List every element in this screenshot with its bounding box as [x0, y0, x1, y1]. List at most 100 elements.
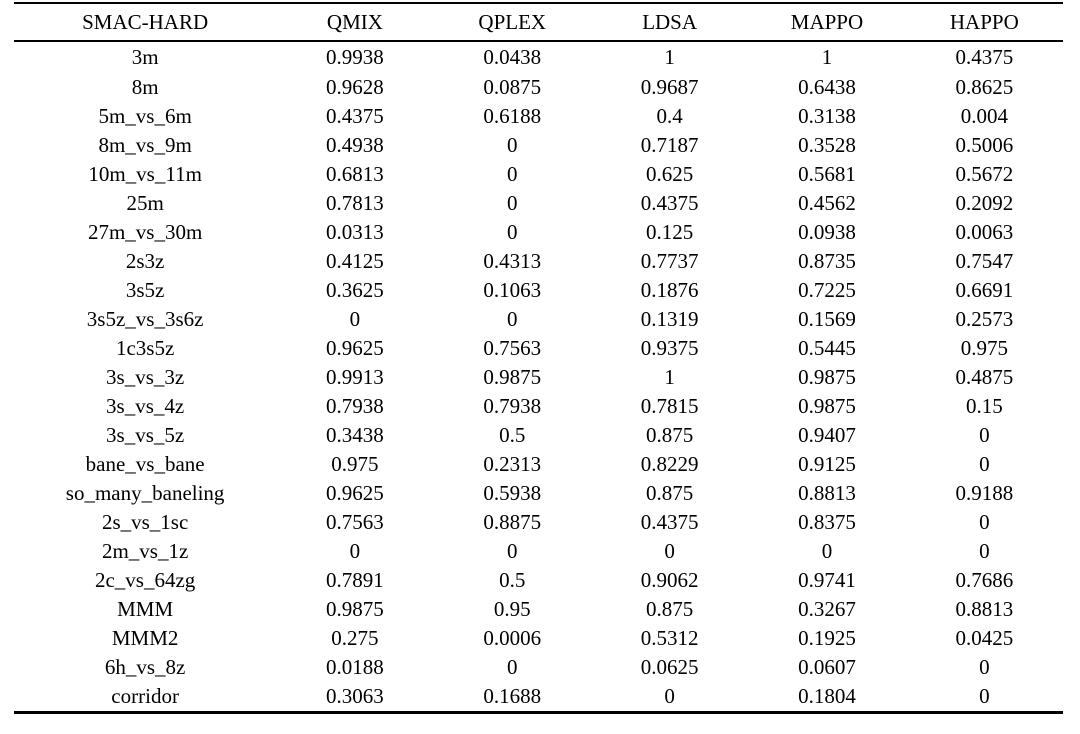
value-cell: 0 [979, 423, 990, 447]
header-row: SMAC-HARD QMIX QPLEX LDSA MAPPO HAPPO [14, 3, 1063, 41]
value-cell: 0.1569 [798, 307, 856, 331]
table-body: 3m 0.9938 0.0438 1 1 0.4375 8m 0.9628 0.0875 0.96… [14, 41, 1063, 713]
table-row: 5m_vs_6m 0.4375 0.6188 0.4 0.3138 0.004 [14, 102, 1063, 131]
value-cell: 0.8735 [798, 249, 856, 273]
table-row: corridor 0.3063 0.1688 0 0.1804 0 [14, 682, 1063, 713]
value-cell: 0.9875 [798, 394, 856, 418]
value-cell: 0.7938 [483, 394, 542, 418]
value-cell: 0.8875 [483, 510, 542, 534]
map-name-cell: 2s3z [125, 249, 165, 273]
results-table: SMAC-HARD QMIX QPLEX LDSA MAPPO HAPPO 3m 0.993… [14, 2, 1063, 714]
value-cell: 0.4 [656, 104, 683, 128]
value-cell: 0.4562 [798, 191, 856, 215]
value-cell: 0.6813 [326, 162, 384, 186]
value-cell: 0.5006 [955, 133, 1014, 157]
value-cell: 1 [821, 45, 833, 69]
value-cell: 0 [507, 220, 518, 244]
table-row: 3s_vs_5z 0.3438 0.5 0.875 0.9407 0 [14, 421, 1063, 450]
value-cell: 0 [979, 452, 990, 476]
value-cell: 0.9062 [640, 568, 699, 592]
map-name-cell: 10m_vs_11m [88, 162, 202, 186]
map-name-cell: corridor [111, 684, 179, 708]
map-name-cell: 3s_vs_5z [106, 423, 185, 447]
value-cell: 0 [507, 655, 518, 679]
value-cell: 0.0625 [640, 655, 699, 679]
value-cell: 0.5938 [483, 481, 542, 505]
value-cell: 0.2573 [955, 307, 1014, 331]
map-name-cell: 8m [131, 75, 159, 99]
value-cell: 0.9125 [798, 452, 856, 476]
map-name-cell: 3s_vs_4z [106, 394, 185, 418]
value-cell: 0 [349, 307, 361, 331]
table-row: 8m_vs_9m 0.4938 0 0.7187 0.3528 0.5006 [14, 131, 1063, 160]
column-header: SMAC-HARD [82, 9, 209, 34]
value-cell: 0.3267 [798, 597, 856, 621]
value-cell: 0 [349, 539, 361, 563]
value-cell: 0.0006 [483, 626, 542, 650]
table-row: 3s_vs_3z 0.9913 0.9875 1 0.9875 0.4875 [14, 363, 1063, 392]
table-row: 3m 0.9938 0.0438 1 1 0.4375 [14, 41, 1063, 73]
map-name-cell: 25m [126, 191, 164, 215]
table-row: 6h_vs_8z 0.0188 0 0.0625 0.0607 0 [14, 653, 1063, 682]
table-row: 2c_vs_64zg 0.7891 0.5 0.9062 0.9741 0.7686 [14, 566, 1063, 595]
value-cell: 0.8813 [798, 481, 856, 505]
value-cell: 0.8625 [955, 75, 1014, 99]
value-cell: 1 [664, 365, 675, 389]
value-cell: 0.7815 [640, 394, 699, 418]
map-name-cell: MMM [117, 597, 174, 621]
map-name-cell: 6h_vs_8z [104, 655, 186, 679]
table-row: 3s_vs_4z 0.7938 0.7938 0.7815 0.9875 0.15 [14, 392, 1063, 421]
value-cell: 0.7938 [326, 394, 384, 418]
value-cell: 0.6188 [483, 104, 542, 128]
value-cell: 0.4125 [326, 249, 384, 273]
table-row: 3s5z_vs_3s6z 0 0 0.1319 0.1569 0.2573 [14, 305, 1063, 334]
value-cell: 0.9875 [798, 365, 856, 389]
value-cell: 0.3625 [326, 278, 384, 302]
value-cell: 0.5672 [955, 162, 1014, 186]
value-cell: 0.9875 [326, 597, 384, 621]
map-name-cell: 3s5z [125, 278, 165, 302]
value-cell: 0.5 [499, 423, 526, 447]
table-row: MMM2 0.275 0.0006 0.5312 0.1925 0.0425 [14, 624, 1063, 653]
map-name-cell: 2s_vs_1sc [101, 510, 189, 534]
value-cell: 0.8813 [955, 597, 1014, 621]
value-cell: 0.3063 [326, 684, 384, 708]
value-cell: 0 [979, 510, 990, 534]
value-cell: 0.7563 [326, 510, 384, 534]
value-cell: 0 [821, 539, 833, 563]
value-cell: 0.004 [960, 104, 1008, 128]
value-cell: 0.0875 [483, 75, 542, 99]
value-cell: 0.1063 [483, 278, 542, 302]
value-cell: 0.3438 [326, 423, 384, 447]
value-cell: 0.1688 [483, 684, 542, 708]
value-cell: 0.4875 [955, 365, 1014, 389]
value-cell: 0.7563 [483, 336, 542, 360]
table-row: 10m_vs_11m 0.6813 0 0.625 0.5681 0.5672 [14, 160, 1063, 189]
table-row: so_many_baneling 0.9625 0.5938 0.875 0.8813 0… [14, 479, 1063, 508]
results-table-container: SMAC-HARD QMIX QPLEX LDSA MAPPO HAPPO 3m 0.993… [14, 2, 1063, 714]
value-cell: 0.9625 [326, 336, 384, 360]
value-cell: 0.125 [645, 220, 694, 244]
value-cell: 0.875 [645, 423, 694, 447]
value-cell: 0.1876 [640, 278, 699, 302]
value-cell: 0.9875 [483, 365, 542, 389]
value-cell: 0.8229 [640, 452, 699, 476]
value-cell: 0 [664, 539, 675, 563]
value-cell: 0.1925 [798, 626, 856, 650]
value-cell: 0.95 [493, 597, 531, 621]
value-cell: 0.4375 [955, 45, 1014, 69]
value-cell: 0.9741 [798, 568, 856, 592]
value-cell: 0 [979, 539, 990, 563]
value-cell: 0.975 [960, 336, 1008, 360]
map-name-cell: 3s_vs_3z [106, 365, 185, 389]
value-cell: 0.7737 [640, 249, 699, 273]
value-cell: 1 [664, 45, 675, 69]
value-cell: 0.7686 [955, 568, 1014, 592]
map-name-cell: 8m_vs_9m [98, 133, 192, 157]
map-name-cell: 2c_vs_64zg [94, 568, 196, 592]
value-cell: 0.0607 [798, 655, 856, 679]
value-cell: 0.7225 [798, 278, 856, 302]
map-name-cell: MMM2 [111, 626, 179, 650]
value-cell: 0.875 [645, 481, 694, 505]
column-header: QPLEX [478, 9, 547, 34]
